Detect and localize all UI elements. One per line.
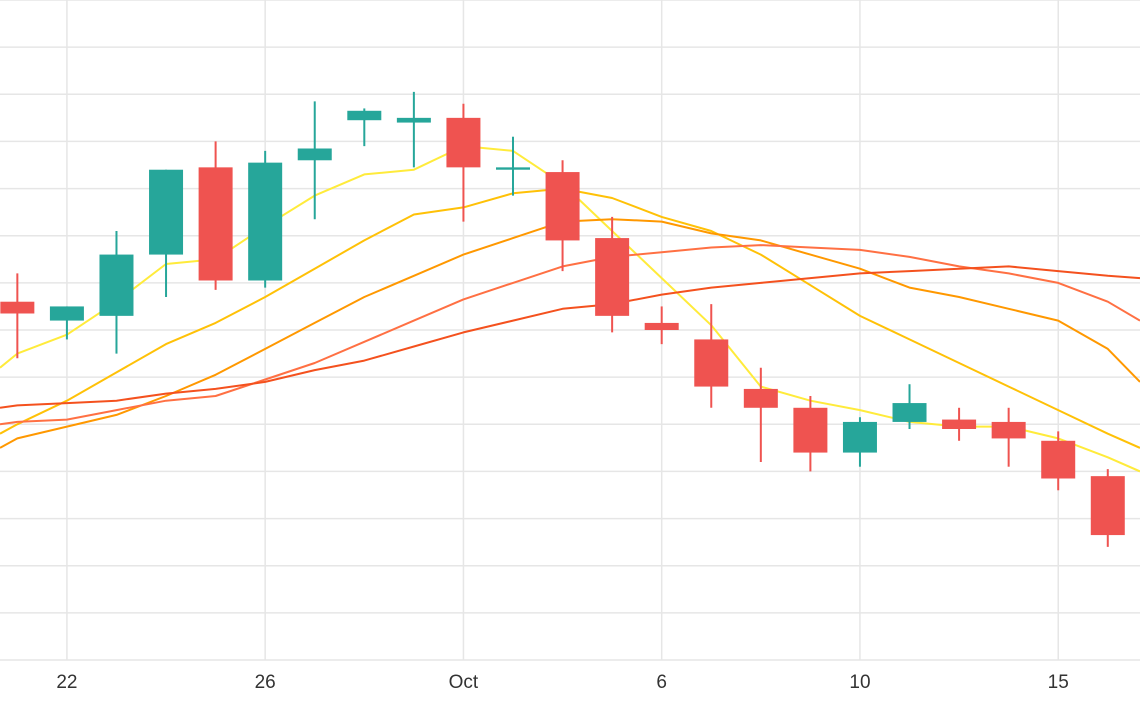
candle — [396, 91, 431, 168]
candle — [644, 306, 679, 345]
candle-body — [545, 172, 580, 241]
x-tick-label: 26 — [255, 672, 276, 693]
candle-body — [694, 339, 729, 387]
candle — [595, 216, 630, 333]
x-tick-label: 22 — [56, 672, 77, 693]
candle — [545, 160, 580, 272]
candle-body — [1090, 476, 1125, 536]
moving-average-line-5 — [0, 265, 1140, 409]
candle-body — [991, 421, 1026, 439]
candle — [496, 136, 530, 196]
candle — [0, 273, 35, 359]
candle-body — [297, 148, 332, 161]
candle — [743, 367, 778, 462]
candle-body — [842, 421, 877, 453]
candle-body — [99, 254, 134, 316]
x-tick-label: Oct — [449, 672, 479, 693]
candle-body — [396, 117, 431, 123]
candle — [198, 141, 233, 290]
candle — [49, 306, 84, 340]
candle — [1090, 469, 1125, 547]
candle — [842, 417, 877, 467]
x-axis: 22 26 Oct 6 10 15 — [56, 672, 1068, 693]
candle — [446, 103, 481, 222]
candle-body — [644, 322, 679, 330]
candle-body — [149, 169, 184, 255]
candles — [0, 91, 1125, 547]
x-tick-label: 10 — [849, 672, 870, 693]
grid — [0, 0, 1140, 661]
candle — [991, 407, 1026, 467]
candle — [297, 101, 332, 220]
candle-body — [0, 301, 35, 314]
candle — [793, 396, 828, 472]
candle-body — [892, 403, 927, 422]
candle-body — [595, 238, 630, 316]
candle-body — [248, 162, 283, 281]
candle-body — [942, 419, 977, 429]
candle — [99, 231, 134, 354]
candle — [694, 304, 729, 408]
candle-body — [198, 167, 233, 281]
candle-body — [743, 388, 778, 408]
candle-body — [347, 110, 382, 121]
candle — [149, 169, 184, 297]
candle — [1041, 431, 1076, 491]
x-tick-label: 6 — [656, 672, 667, 693]
candle-body — [496, 167, 530, 170]
candle-body — [1041, 440, 1076, 479]
candle — [892, 384, 927, 429]
candle — [347, 108, 382, 147]
candle — [942, 407, 977, 441]
candle-body — [446, 117, 481, 168]
candle-body — [49, 306, 84, 321]
candle-body — [793, 407, 828, 453]
candle — [248, 150, 283, 288]
moving-average-line-4 — [0, 244, 1140, 426]
x-tick-label: 15 — [1048, 672, 1069, 693]
